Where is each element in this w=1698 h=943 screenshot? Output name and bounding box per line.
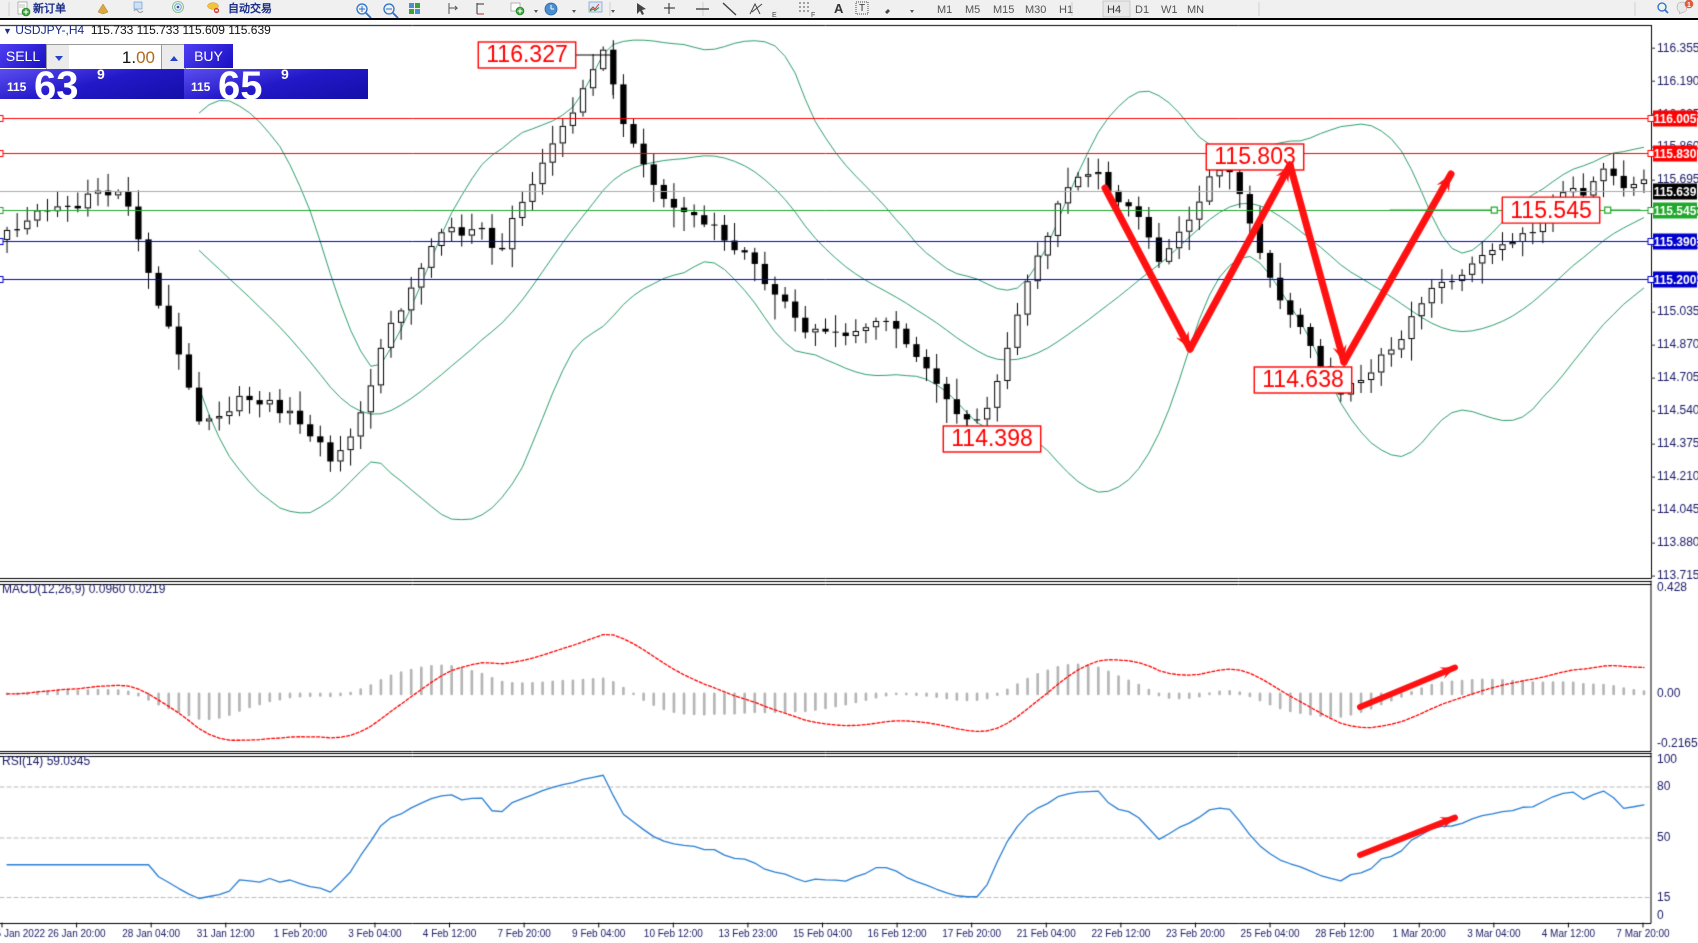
svg-text:1: 1 bbox=[1687, 2, 1691, 9]
svg-text:MN: MN bbox=[1187, 4, 1204, 16]
svg-text:M15: M15 bbox=[993, 4, 1014, 16]
svg-text:新订单: 新订单 bbox=[33, 1, 66, 15]
svg-text:M30: M30 bbox=[1025, 4, 1046, 16]
svg-text:W1: W1 bbox=[1161, 4, 1178, 16]
svg-text:H1: H1 bbox=[1059, 4, 1073, 16]
svg-text:自动交易: 自动交易 bbox=[228, 1, 272, 15]
svg-text:D1: D1 bbox=[1135, 4, 1149, 16]
svg-text:H4: H4 bbox=[1107, 4, 1121, 16]
svg-text:M1: M1 bbox=[937, 4, 952, 16]
svg-text:A: A bbox=[834, 1, 844, 16]
svg-text:T: T bbox=[859, 3, 865, 14]
svg-text:M5: M5 bbox=[965, 4, 980, 16]
